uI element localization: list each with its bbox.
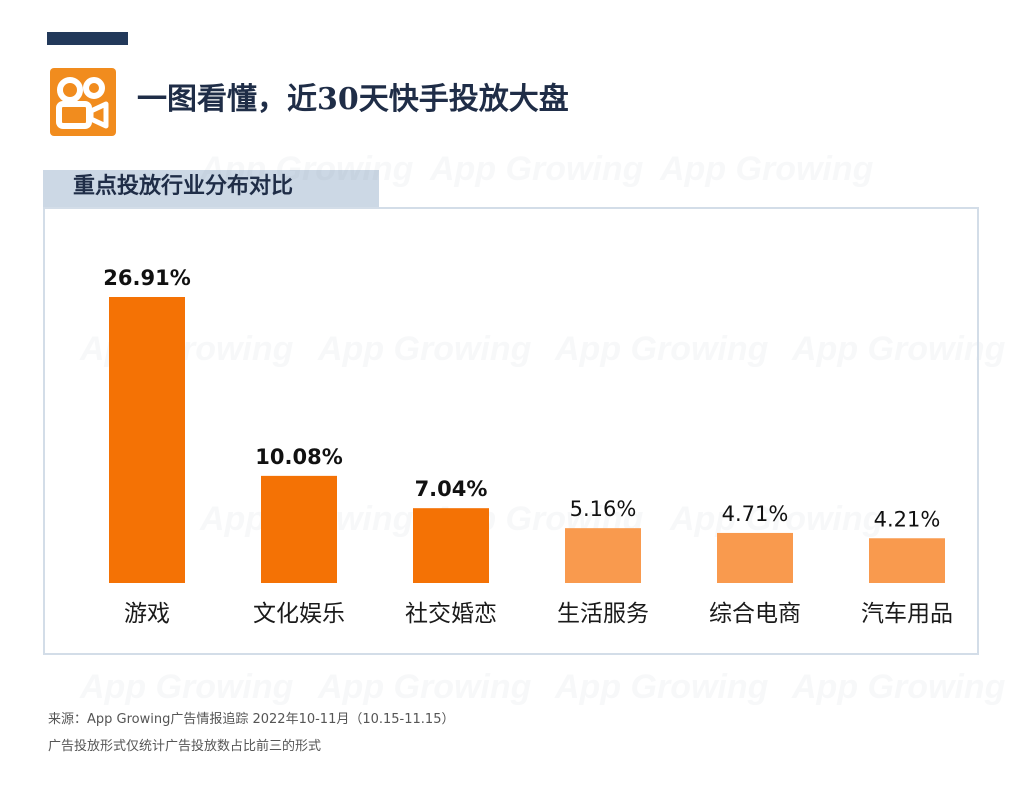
bar-1 (109, 297, 185, 583)
watermark-text: App Growing (318, 668, 532, 706)
section-title: 重点投放行业分布对比 (73, 174, 294, 199)
value-label: 4.21% (874, 507, 941, 531)
bar-chart: 26.91% 游戏 10.08% 文化娱乐 7.04% 社交婚恋 5.16% 生活服务 4.71… (103, 266, 953, 627)
bar-6 (869, 538, 945, 583)
value-label: 10.08% (255, 445, 342, 469)
value-label: 26.91% (103, 266, 190, 290)
watermark-text: App Growing (80, 668, 294, 706)
header-accent-bar (47, 32, 128, 45)
kuaishou-logo-icon (50, 68, 116, 136)
category-label: 社交婚恋 (405, 601, 497, 627)
bar-3 (413, 508, 489, 583)
value-label: 7.04% (415, 477, 488, 501)
bar-2 (261, 475, 337, 583)
format-note: 广告投放形式仅统计广告投放数占比前三的形式 (48, 739, 322, 754)
bar-5 (717, 532, 793, 583)
value-label: 4.71% (722, 502, 789, 526)
category-label: 文化娱乐 (253, 601, 345, 627)
bar-4 (565, 528, 641, 583)
watermark-text: App Growing (660, 150, 874, 188)
section-tab (43, 170, 379, 209)
watermark-text: App Growing (430, 150, 644, 188)
value-label: 5.16% (570, 497, 637, 521)
category-label: 综合电商 (709, 601, 801, 627)
watermark-text: App Growing (792, 668, 1006, 706)
watermark-text: App Growing (555, 668, 769, 706)
chart-frame: 26.91% 游戏 10.08% 文化娱乐 7.04% 社交婚恋 5.16% 生活服务 4.71… (43, 207, 979, 655)
category-label: 游戏 (124, 601, 170, 627)
category-label: 汽车用品 (861, 601, 953, 627)
source-note: 来源：App Growing广告情报追踪 2022年10-11月（10.15-1… (48, 712, 455, 727)
page-title: 一图看懂，近30天快手投放大盘 (137, 82, 569, 117)
category-label: 生活服务 (557, 601, 649, 627)
